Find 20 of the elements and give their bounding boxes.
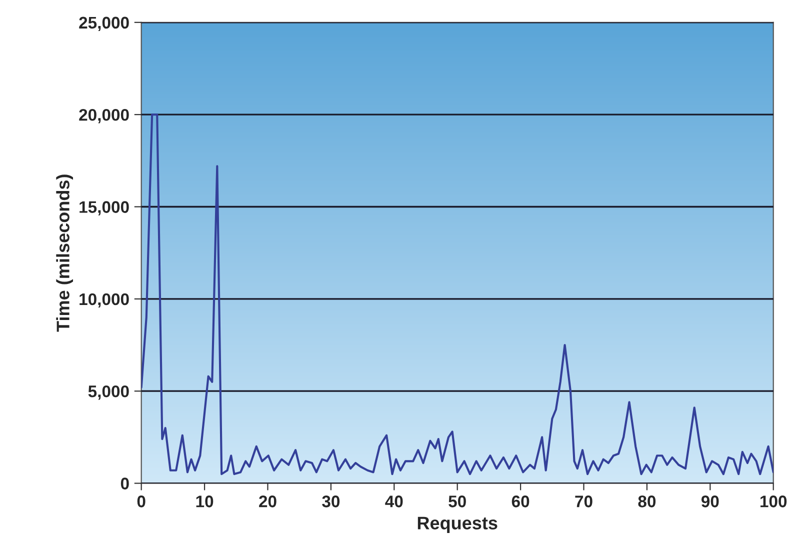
x-tick-label: 0 <box>137 496 146 508</box>
y-tick-label: 0 <box>120 478 129 490</box>
x-tick-label: 80 <box>638 496 656 508</box>
y-tick-label: 15,000 <box>80 201 129 216</box>
x-tick-label: 50 <box>448 496 466 508</box>
line-series <box>141 114 774 476</box>
y-tick-label: 25,000 <box>79 16 129 32</box>
x-axis-title: Requests <box>418 516 498 534</box>
x-tick-label: 30 <box>322 496 340 508</box>
x-tick-label: 10 <box>196 496 214 508</box>
x-tick-label: 40 <box>385 496 403 508</box>
y-tick-label: 10,000 <box>80 293 129 308</box>
y-axis-title: Time (milseconds) <box>56 174 73 332</box>
x-tick-label: 60 <box>512 496 530 508</box>
x-tick-label: 20 <box>259 496 276 508</box>
x-tick-label: 100 <box>760 496 787 508</box>
y-tick-label: 5,000 <box>88 386 129 400</box>
x-tick-label: 90 <box>701 496 719 508</box>
y-tick-label: 20,000 <box>79 108 129 124</box>
x-tick-label: 70 <box>575 496 592 508</box>
